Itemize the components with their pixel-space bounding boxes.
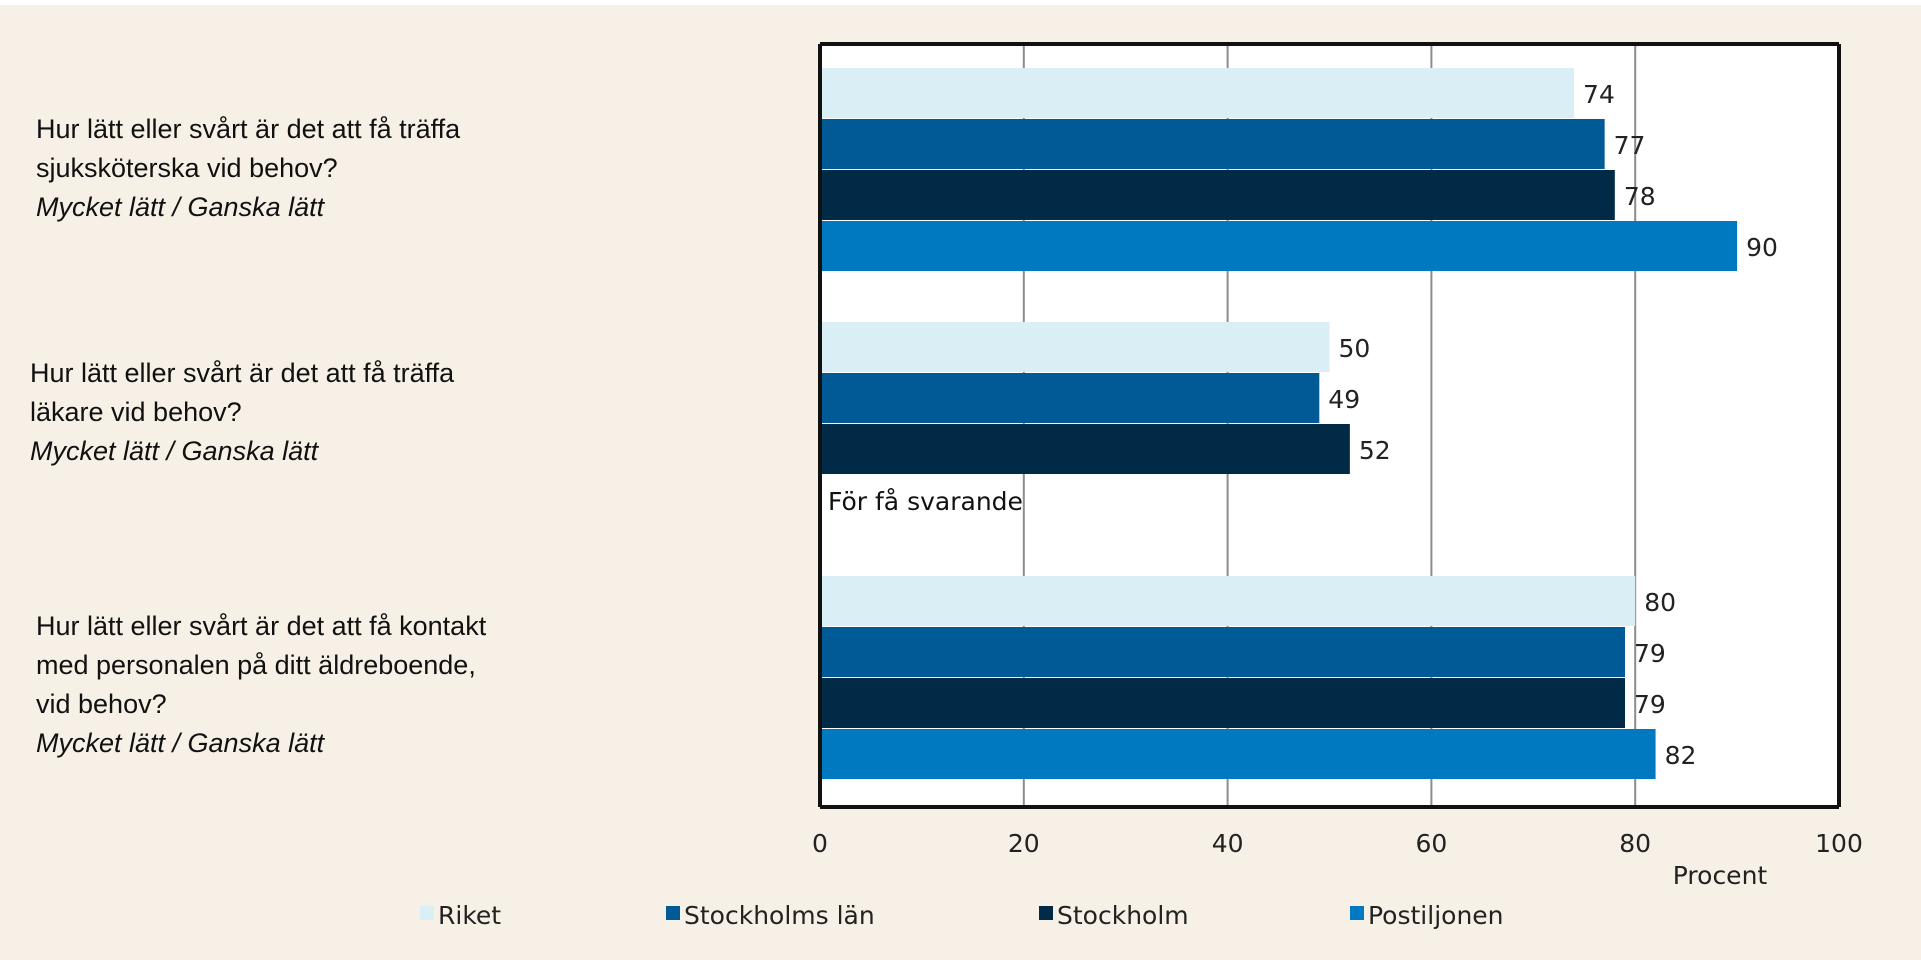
question-text: Hur lätt eller svårt är det att få konta… — [36, 611, 487, 719]
x-tick-label: 80 — [1619, 829, 1651, 858]
x-tick-label: 40 — [1212, 829, 1244, 858]
data-label: 49 — [1328, 385, 1360, 414]
bar-postiljonen — [820, 729, 1656, 779]
bar-stockholms-län — [820, 373, 1320, 423]
legend-label: Riket — [438, 901, 501, 930]
question-text: Hur lätt eller svårt är det att få träff… — [30, 358, 455, 427]
data-label: 80 — [1644, 588, 1676, 617]
bar-riket — [820, 322, 1330, 372]
question-label-2: Hur lätt eller svårt är det att få träff… — [30, 354, 454, 471]
data-label: 79 — [1634, 690, 1666, 719]
data-label: 78 — [1624, 182, 1656, 211]
legend-label: Stockholm — [1057, 901, 1189, 930]
x-axis-title: Procent — [1673, 861, 1768, 890]
legend-label: Stockholms län — [684, 901, 875, 930]
bar-riket — [820, 576, 1636, 626]
question-label-3: Hur lätt eller svårt är det att få konta… — [36, 607, 486, 763]
legend-swatch — [1350, 906, 1364, 920]
bar-stockholm — [820, 678, 1626, 728]
legend-label: Postiljonen — [1368, 901, 1504, 930]
data-label: 50 — [1339, 334, 1371, 363]
bar-stockholm — [820, 170, 1615, 220]
x-tick-label: 0 — [812, 829, 828, 858]
bar-stockholm — [820, 424, 1350, 474]
question-text: Hur lätt eller svårt är det att få träff… — [36, 114, 461, 183]
question-subtext: Mycket lätt / Ganska lätt — [36, 192, 325, 222]
x-tick-label: 60 — [1415, 829, 1447, 858]
question-subtext: Mycket lätt / Ganska lätt — [30, 436, 319, 466]
bar-stockholms-län — [820, 119, 1605, 169]
data-label: 77 — [1614, 131, 1646, 160]
data-label: 79 — [1634, 639, 1666, 668]
data-label: 52 — [1359, 436, 1391, 465]
data-label: 74 — [1583, 80, 1615, 109]
legend-swatch — [666, 906, 680, 920]
data-label: 90 — [1746, 233, 1778, 262]
question-label-1: Hur lätt eller svårt är det att få träff… — [36, 110, 460, 227]
x-tick-label: 100 — [1815, 829, 1863, 858]
x-tick-label: 20 — [1008, 829, 1040, 858]
bar-riket — [820, 68, 1575, 118]
missing-data-note: För få svarande — [828, 487, 1023, 516]
top-band — [0, 0, 1921, 5]
bar-postiljonen — [820, 221, 1738, 271]
question-subtext: Mycket lätt / Ganska lätt — [36, 728, 325, 758]
legend-swatch — [420, 906, 434, 920]
bar-stockholms-län — [820, 627, 1626, 677]
legend-swatch — [1039, 906, 1053, 920]
data-label: 82 — [1665, 741, 1697, 770]
